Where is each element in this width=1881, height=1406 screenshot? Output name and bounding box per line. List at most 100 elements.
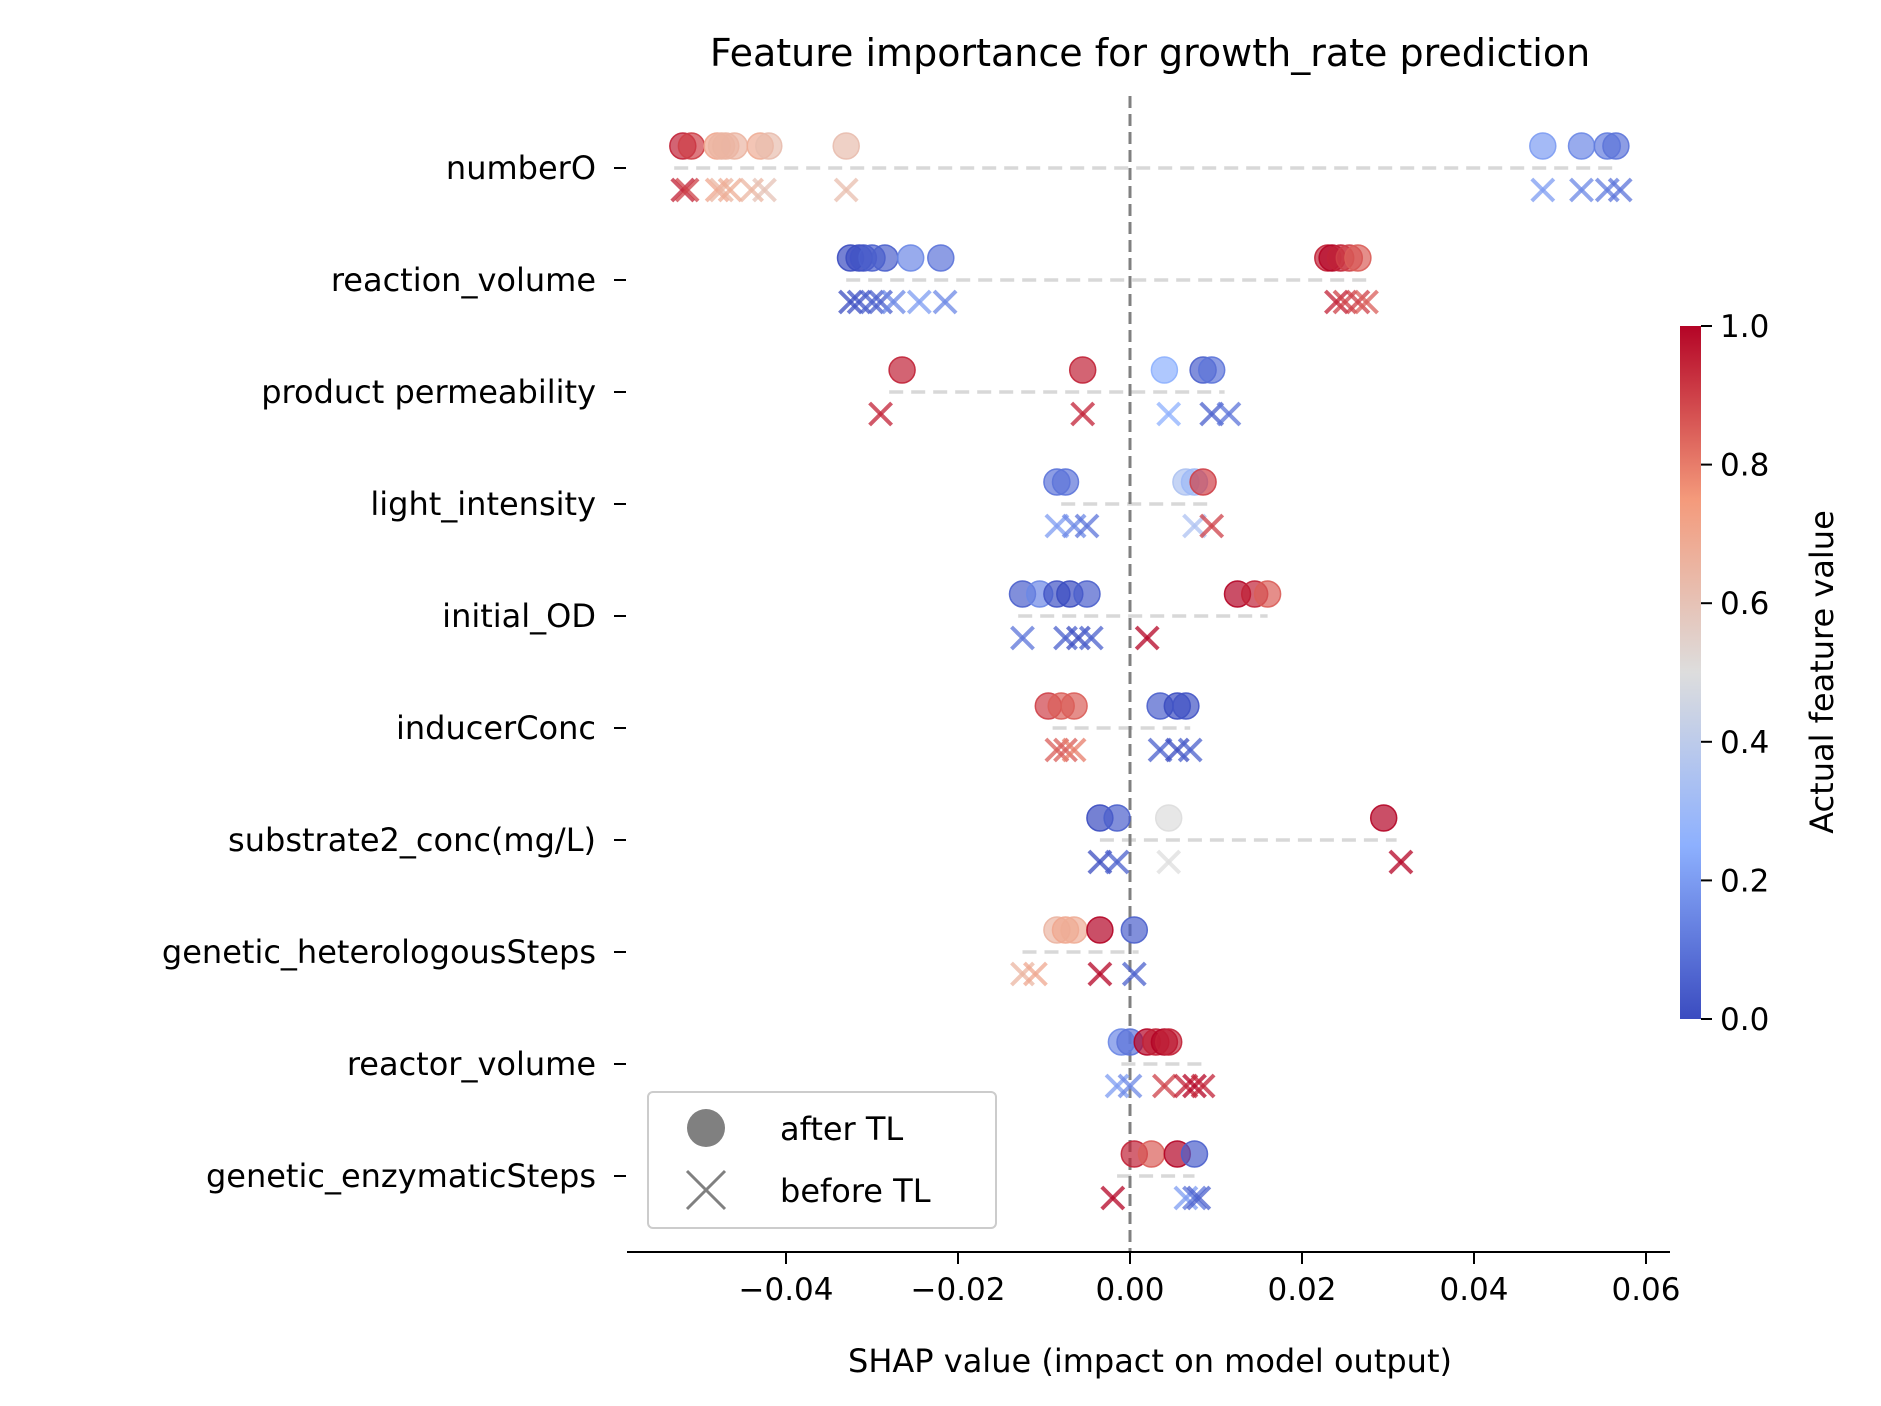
before-tl-point xyxy=(881,289,906,315)
after-tl-point xyxy=(871,244,899,272)
y-tick-label: inducerConc xyxy=(396,709,596,747)
colorbar-label: Actual feature value xyxy=(1803,510,1841,834)
after-tl-point xyxy=(1180,1140,1209,1168)
before-tl-point xyxy=(1100,1185,1126,1211)
before-tl-point xyxy=(1182,1185,1207,1211)
y-tick-label: genetic_enzymaticSteps xyxy=(206,1157,596,1195)
before-tl-point xyxy=(1117,1073,1143,1099)
after-tl-point xyxy=(1197,356,1226,384)
after-tl-point xyxy=(1172,692,1200,720)
before-tl-point xyxy=(1190,1073,1216,1099)
before-tl-point xyxy=(1530,177,1556,203)
before-tl-point xyxy=(1053,737,1078,763)
y-tick-label: reaction_volume xyxy=(331,261,596,299)
before-tl-point xyxy=(1010,625,1035,651)
before-tl-point xyxy=(1151,1073,1177,1099)
after-tl-point xyxy=(1344,244,1372,272)
x-axis-label: SHAP value (impact on model output) xyxy=(848,1342,1452,1380)
after-tl-point xyxy=(1073,580,1101,608)
colorbar-tick-label: 0.2 xyxy=(1720,863,1769,899)
x-tick-label: 0.02 xyxy=(1267,1272,1336,1308)
after-tl-point xyxy=(1529,132,1557,160)
before-tl-point xyxy=(670,177,696,203)
x-tick-label: −0.04 xyxy=(739,1272,834,1308)
before-tl-point xyxy=(1182,1073,1207,1099)
before-tl-point xyxy=(1022,961,1048,987)
before-tl-point xyxy=(1323,289,1349,315)
before-tl-point xyxy=(1607,177,1633,203)
x-tick-label: 0.00 xyxy=(1095,1272,1164,1308)
before-tl-point xyxy=(1186,1185,1212,1211)
colorbar-tick-label: 1.0 xyxy=(1720,309,1769,345)
before-tl-point xyxy=(1121,961,1147,987)
after-tl-point xyxy=(1068,356,1097,384)
before-tl-point xyxy=(833,177,859,203)
colorbar-tick-label: 0.0 xyxy=(1720,1002,1769,1038)
plot-area xyxy=(669,96,1633,1252)
y-tick-label: light_intensity xyxy=(370,485,596,523)
legend-label-before: before TL xyxy=(780,1172,931,1210)
colorbar-tick-label: 0.8 xyxy=(1720,448,1769,484)
before-tl-point xyxy=(1074,513,1100,539)
colorbar-tick-label: 0.6 xyxy=(1720,586,1769,622)
y-tick-label: product permeability xyxy=(261,373,596,411)
before-tl-point xyxy=(868,401,894,427)
after-tl-point xyxy=(1137,1140,1166,1168)
after-tl-point xyxy=(720,132,749,160)
after-tl-point xyxy=(1103,804,1131,832)
before-tl-point xyxy=(1199,513,1225,539)
x-axis-ticks: −0.04 −0.02 0.00 0.02 0.04 0.06 xyxy=(739,1252,1681,1308)
before-tl-point xyxy=(1104,849,1130,875)
after-tl-point xyxy=(888,356,916,384)
before-tl-point xyxy=(932,289,958,315)
before-tl-point xyxy=(1061,737,1087,763)
before-tl-point xyxy=(838,289,863,315)
before-tl-point xyxy=(1156,401,1182,427)
before-tl-point xyxy=(1216,401,1242,427)
after-tl-point xyxy=(1189,468,1217,496)
after-tl-point xyxy=(755,132,783,160)
legend-circle-marker xyxy=(687,1109,725,1147)
before-tl-point xyxy=(1345,289,1371,315)
before-tl-point xyxy=(1087,961,1113,987)
after-tl-point xyxy=(1060,916,1088,944)
legend: after TL before TL xyxy=(647,1091,997,1229)
after-tl-point xyxy=(1060,692,1088,720)
colorbar-tick-label: 0.4 xyxy=(1720,725,1769,761)
after-tl-point xyxy=(1567,132,1596,160)
before-tl-point xyxy=(674,177,700,203)
chart-title: Feature importance for growth_rate predi… xyxy=(710,31,1590,75)
y-tick-label: numberO xyxy=(446,149,596,187)
after-tl-point xyxy=(1051,468,1080,496)
colorbar: 0.0 0.2 0.4 0.6 0.8 1.0 Actual feature value xyxy=(1680,309,1841,1038)
colorbar-gradient xyxy=(1680,326,1701,1019)
after-tl-point xyxy=(677,132,706,160)
after-tl-point xyxy=(896,244,925,272)
legend-label-after: after TL xyxy=(780,1110,903,1148)
after-tl-point xyxy=(927,244,955,272)
before-tl-point xyxy=(859,289,885,315)
colorbar-ticks: 0.0 0.2 0.4 0.6 0.8 1.0 xyxy=(1701,309,1769,1038)
after-tl-point xyxy=(1369,804,1398,832)
before-tl-point xyxy=(1388,849,1414,875)
y-tick-label: genetic_heterologousSteps xyxy=(162,933,596,971)
after-tl-point xyxy=(1120,916,1149,944)
before-tl-point xyxy=(717,177,743,203)
before-tl-point xyxy=(1156,849,1182,875)
before-tl-point xyxy=(1134,625,1160,651)
y-tick-label: reactor_volume xyxy=(347,1045,596,1083)
before-tl-point xyxy=(906,289,932,315)
before-tl-point xyxy=(1354,289,1379,315)
after-tl-point xyxy=(1253,580,1282,608)
after-tl-point xyxy=(1154,804,1183,832)
before-tl-point xyxy=(1569,177,1594,203)
legend-x-marker xyxy=(685,1169,727,1211)
after-tl-point xyxy=(1154,1028,1183,1056)
before-tl-point xyxy=(709,177,734,203)
x-tick-label: 0.04 xyxy=(1439,1272,1508,1308)
after-tl-point xyxy=(1150,356,1179,384)
x-tick-label: −0.02 xyxy=(911,1272,1006,1308)
y-tick-label: substrate2_conc(mg/L) xyxy=(228,821,596,859)
after-tl-point xyxy=(1602,132,1630,160)
